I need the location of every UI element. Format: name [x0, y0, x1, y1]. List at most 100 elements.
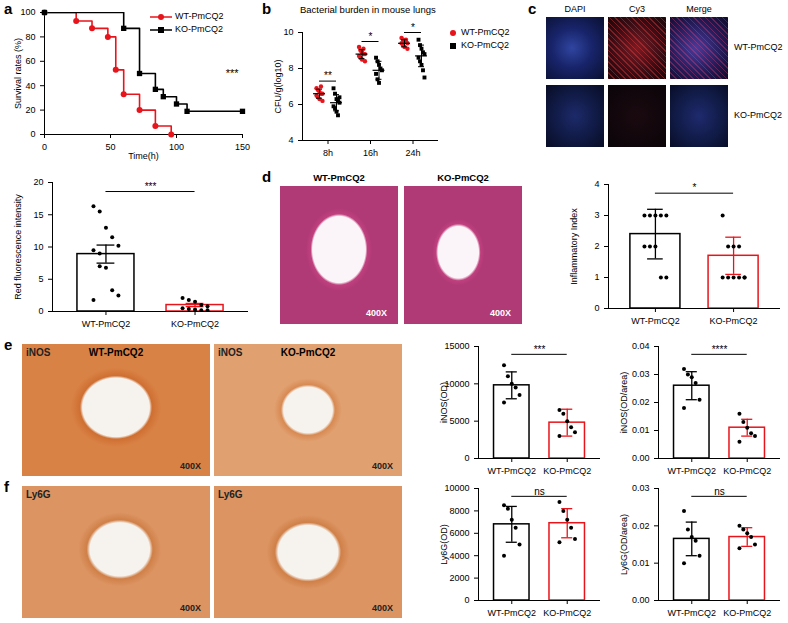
svg-text:0: 0 — [464, 595, 469, 605]
html-text:400X: 400X — [490, 308, 511, 318]
html-text:iNOS: iNOS — [218, 347, 243, 358]
svg-text:Ly6G(OD/area): Ly6G(OD/area) — [619, 514, 629, 575]
html-text:Cy3: Cy3 — [629, 4, 645, 14]
svg-text:40: 40 — [25, 81, 35, 91]
html-text:Ly6G: Ly6G — [26, 489, 51, 500]
svg-text:5000: 5000 — [449, 416, 469, 426]
svg-text:WT-PmCQ2: WT-PmCQ2 — [668, 608, 717, 618]
svg-text:100: 100 — [169, 142, 184, 152]
svg-text:6000: 6000 — [449, 528, 469, 538]
svg-text:2: 2 — [594, 241, 599, 251]
svg-text:WT-PmCQ2: WT-PmCQ2 — [488, 608, 536, 618]
html-text:WT-PmCQ2: WT-PmCQ2 — [313, 172, 365, 183]
svg-text:4000: 4000 — [449, 551, 469, 561]
svg-text:WT-PmCQ2: WT-PmCQ2 — [488, 466, 536, 476]
html-text:Merge: Merge — [686, 4, 712, 14]
svg-text:*: * — [369, 31, 373, 42]
svg-text:15: 15 — [33, 210, 43, 220]
svg-text:Survival rates (%): Survival rates (%) — [13, 38, 23, 109]
html-text:d: d — [262, 168, 272, 185]
svg-text:50: 50 — [105, 142, 115, 152]
svg-text:150: 150 — [235, 142, 250, 152]
svg-text:ns: ns — [714, 486, 725, 497]
html-text:400X: 400X — [366, 308, 387, 318]
svg-text:10: 10 — [33, 242, 43, 252]
svg-text:10000: 10000 — [444, 378, 470, 389]
svg-text:KO-PmCQ2: KO-PmCQ2 — [710, 316, 758, 326]
svg-text:3: 3 — [594, 210, 599, 220]
svg-text:0: 0 — [42, 142, 47, 152]
html-text:WT-PmCQ2: WT-PmCQ2 — [175, 11, 224, 21]
svg-text:24h: 24h — [405, 148, 420, 158]
html-text:KO-PmCQ2: KO-PmCQ2 — [461, 40, 509, 50]
svg-text:*: * — [411, 22, 415, 33]
svg-text:WT-PmCQ2: WT-PmCQ2 — [82, 319, 131, 329]
svg-text:Inflammatory Index: Inflammatory Index — [569, 208, 579, 285]
svg-text:iNOS(OD/area): iNOS(OD/area) — [619, 372, 629, 434]
svg-text:**: ** — [324, 70, 332, 81]
html-text:DAPI: DAPI — [564, 4, 586, 14]
svg-text:0.00: 0.00 — [632, 595, 650, 605]
svg-text:0: 0 — [464, 453, 469, 463]
html-text:WT-PmCQ2: WT-PmCQ2 — [88, 347, 144, 358]
svg-text:0: 0 — [30, 129, 35, 139]
html-text:KO-PmCQ2: KO-PmCQ2 — [734, 110, 782, 120]
html-text:KO-PmCQ2: KO-PmCQ2 — [437, 172, 489, 183]
svg-text:WT-PmCQ2: WT-PmCQ2 — [668, 466, 717, 476]
svg-text:100: 100 — [20, 7, 35, 17]
svg-text:0.02: 0.02 — [632, 397, 650, 407]
svg-text:***: *** — [226, 67, 240, 79]
svg-text:0.04: 0.04 — [632, 341, 650, 351]
html-text:KO-PmCQ2: KO-PmCQ2 — [175, 24, 223, 34]
svg-text:0.02: 0.02 — [632, 521, 650, 531]
svg-text:iNOS(OD): iNOS(OD) — [439, 382, 449, 423]
svg-text:8h: 8h — [323, 148, 333, 158]
svg-text:0.03: 0.03 — [632, 483, 650, 493]
svg-text:Red fluorescence intensity: Red fluorescence intensity — [13, 194, 23, 300]
html-text:WT-PmCQ2: WT-PmCQ2 — [734, 42, 783, 52]
html-text:iNOS: iNOS — [26, 347, 51, 358]
svg-text:8000: 8000 — [449, 506, 469, 516]
html-text:WT-PmCQ2: WT-PmCQ2 — [461, 27, 510, 37]
svg-text:16h: 16h — [363, 148, 378, 158]
svg-text:****: **** — [712, 344, 728, 355]
svg-text:*: * — [693, 182, 697, 193]
html-text:Bacterial burden in mouse lung: Bacterial burden in mouse lungs — [300, 4, 436, 15]
svg-text:0.01: 0.01 — [632, 558, 650, 568]
html-text:400X: 400X — [180, 461, 201, 471]
svg-text:8: 8 — [288, 63, 293, 73]
svg-text:CFU/g(log10): CFU/g(log10) — [273, 59, 283, 113]
svg-text:***: *** — [145, 181, 157, 192]
html-text:b: b — [262, 0, 272, 17]
svg-text:4: 4 — [288, 135, 293, 145]
svg-text:15000: 15000 — [444, 341, 469, 351]
svg-text:10: 10 — [283, 27, 293, 37]
svg-text:2000: 2000 — [449, 573, 469, 583]
svg-text:WT-PmCQ2: WT-PmCQ2 — [631, 316, 680, 326]
svg-text:KO-PmCQ2: KO-PmCQ2 — [723, 466, 771, 476]
svg-text:6: 6 — [288, 99, 293, 109]
svg-text:1: 1 — [594, 272, 599, 282]
svg-text:0.03: 0.03 — [632, 369, 650, 379]
svg-text:0: 0 — [594, 303, 599, 313]
svg-text:KO-PmCQ2: KO-PmCQ2 — [543, 608, 591, 618]
svg-text:KO-PmCQ2: KO-PmCQ2 — [543, 466, 591, 476]
svg-text:80: 80 — [25, 32, 35, 42]
svg-text:Time(h): Time(h) — [128, 151, 159, 161]
svg-text:20: 20 — [33, 177, 43, 187]
svg-text:***: *** — [534, 344, 546, 355]
svg-text:0: 0 — [38, 306, 43, 316]
svg-text:4: 4 — [594, 179, 599, 189]
svg-text:0.01: 0.01 — [632, 425, 650, 435]
svg-text:60: 60 — [25, 56, 35, 66]
svg-text:0.00: 0.00 — [632, 453, 650, 463]
svg-text:20: 20 — [25, 105, 35, 115]
html-text:KO-PmCQ2: KO-PmCQ2 — [280, 347, 336, 358]
svg-text:5: 5 — [38, 274, 43, 284]
html-text:Ly6G: Ly6G — [218, 489, 243, 500]
svg-text:10000: 10000 — [444, 483, 469, 493]
svg-text:Ly6G(OD): Ly6G(OD) — [439, 524, 449, 565]
svg-text:KO-PmCQ2: KO-PmCQ2 — [723, 608, 771, 618]
svg-text:ns: ns — [534, 486, 545, 497]
svg-text:KO-PmCQ2: KO-PmCQ2 — [171, 319, 219, 329]
